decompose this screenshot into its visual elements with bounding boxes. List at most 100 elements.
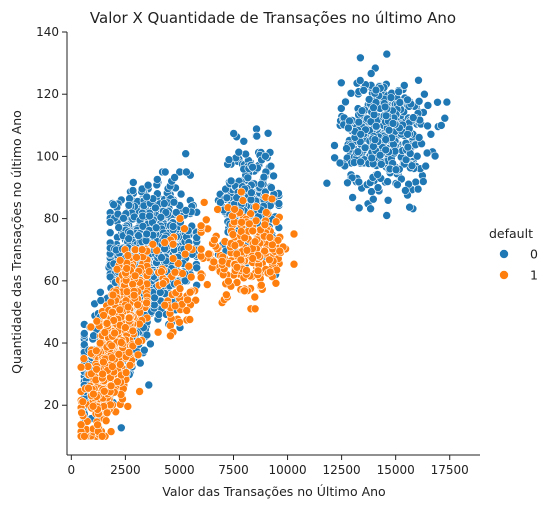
data-point — [204, 249, 213, 259]
data-point — [166, 331, 175, 341]
data-point — [322, 178, 332, 188]
data-point — [117, 423, 126, 433]
data-point — [230, 205, 239, 214]
data-point — [237, 187, 246, 197]
data-point — [335, 158, 345, 168]
data-point — [267, 240, 277, 250]
data-point — [122, 264, 131, 273]
data-point — [106, 297, 116, 307]
data-point — [106, 381, 116, 391]
data-point — [115, 256, 125, 265]
data-point — [256, 179, 266, 189]
data-point — [373, 183, 383, 192]
data-point — [144, 267, 154, 276]
y-tick-label: 100 — [36, 149, 59, 163]
data-point — [133, 300, 142, 310]
data-point — [169, 197, 179, 207]
data-point — [395, 98, 405, 107]
data-point — [170, 173, 179, 182]
data-point — [137, 245, 147, 254]
data-point — [107, 341, 116, 351]
data-point — [107, 353, 117, 363]
data-point — [407, 161, 417, 170]
data-point — [84, 383, 93, 393]
data-point — [93, 420, 102, 430]
data-point — [180, 249, 190, 259]
data-point — [88, 401, 98, 411]
data-point — [384, 125, 394, 135]
data-point — [403, 142, 413, 152]
data-point — [97, 431, 107, 441]
x-tick-label: 10000 — [268, 463, 306, 477]
data-point — [222, 193, 232, 203]
axes: 0 2500 5000 7500 10000 12500 15000 17500 20 40 60 8… — [36, 25, 480, 477]
data-point — [102, 408, 112, 418]
x-tick-label: 17500 — [431, 463, 469, 477]
data-point — [186, 272, 196, 282]
data-point — [393, 180, 402, 189]
data-point — [117, 338, 126, 347]
data-point — [267, 194, 277, 204]
data-point — [242, 266, 251, 275]
data-point — [124, 201, 134, 210]
data-point — [181, 206, 191, 215]
data-point — [121, 368, 131, 377]
data-point — [145, 211, 154, 221]
data-point — [100, 328, 110, 337]
data-point — [248, 162, 257, 172]
data-point — [375, 150, 385, 160]
y-tick-label: 140 — [36, 25, 59, 39]
data-point — [129, 290, 139, 300]
data-point — [344, 123, 353, 133]
data-point — [265, 233, 275, 242]
data-point — [153, 175, 162, 184]
x-tick-label: 5000 — [164, 463, 195, 477]
legend-label-0: 0 — [530, 247, 538, 262]
data-point — [240, 233, 249, 243]
y-tick-label: 120 — [36, 87, 59, 101]
data-point — [252, 131, 262, 141]
data-point — [79, 354, 89, 363]
data-point — [108, 307, 117, 317]
data-point — [123, 302, 133, 312]
data-point — [157, 253, 166, 262]
data-point — [266, 161, 276, 171]
data-point — [136, 358, 145, 368]
data-point — [273, 236, 283, 245]
data-point — [129, 178, 138, 187]
data-point — [289, 259, 299, 269]
data-point — [133, 350, 143, 360]
data-point — [366, 204, 375, 213]
data-point — [92, 364, 101, 374]
data-point — [112, 264, 122, 274]
data-point — [98, 369, 107, 379]
data-point — [156, 288, 165, 297]
data-point — [229, 129, 238, 138]
data-point — [237, 218, 246, 227]
data-point — [423, 101, 433, 110]
x-tick-label: 0 — [68, 463, 76, 477]
data-point — [99, 357, 108, 367]
data-point — [182, 167, 191, 177]
x-tick-label: 7500 — [218, 463, 249, 477]
data-point — [260, 246, 269, 256]
data-point — [236, 255, 246, 265]
data-point — [381, 135, 391, 144]
data-point — [181, 149, 190, 158]
data-point — [359, 86, 369, 95]
data-point — [230, 241, 240, 250]
data-point — [96, 287, 105, 297]
data-point — [243, 173, 253, 183]
data-point — [153, 327, 163, 337]
data-point — [180, 224, 189, 233]
data-point — [251, 202, 261, 211]
data-point — [238, 196, 248, 205]
data-point — [414, 133, 424, 142]
data-point — [114, 349, 124, 359]
data-point — [380, 102, 390, 112]
data-point — [413, 184, 423, 194]
data-point — [263, 129, 273, 138]
data-point — [106, 427, 116, 436]
data-point — [330, 153, 339, 163]
data-point — [274, 199, 284, 208]
